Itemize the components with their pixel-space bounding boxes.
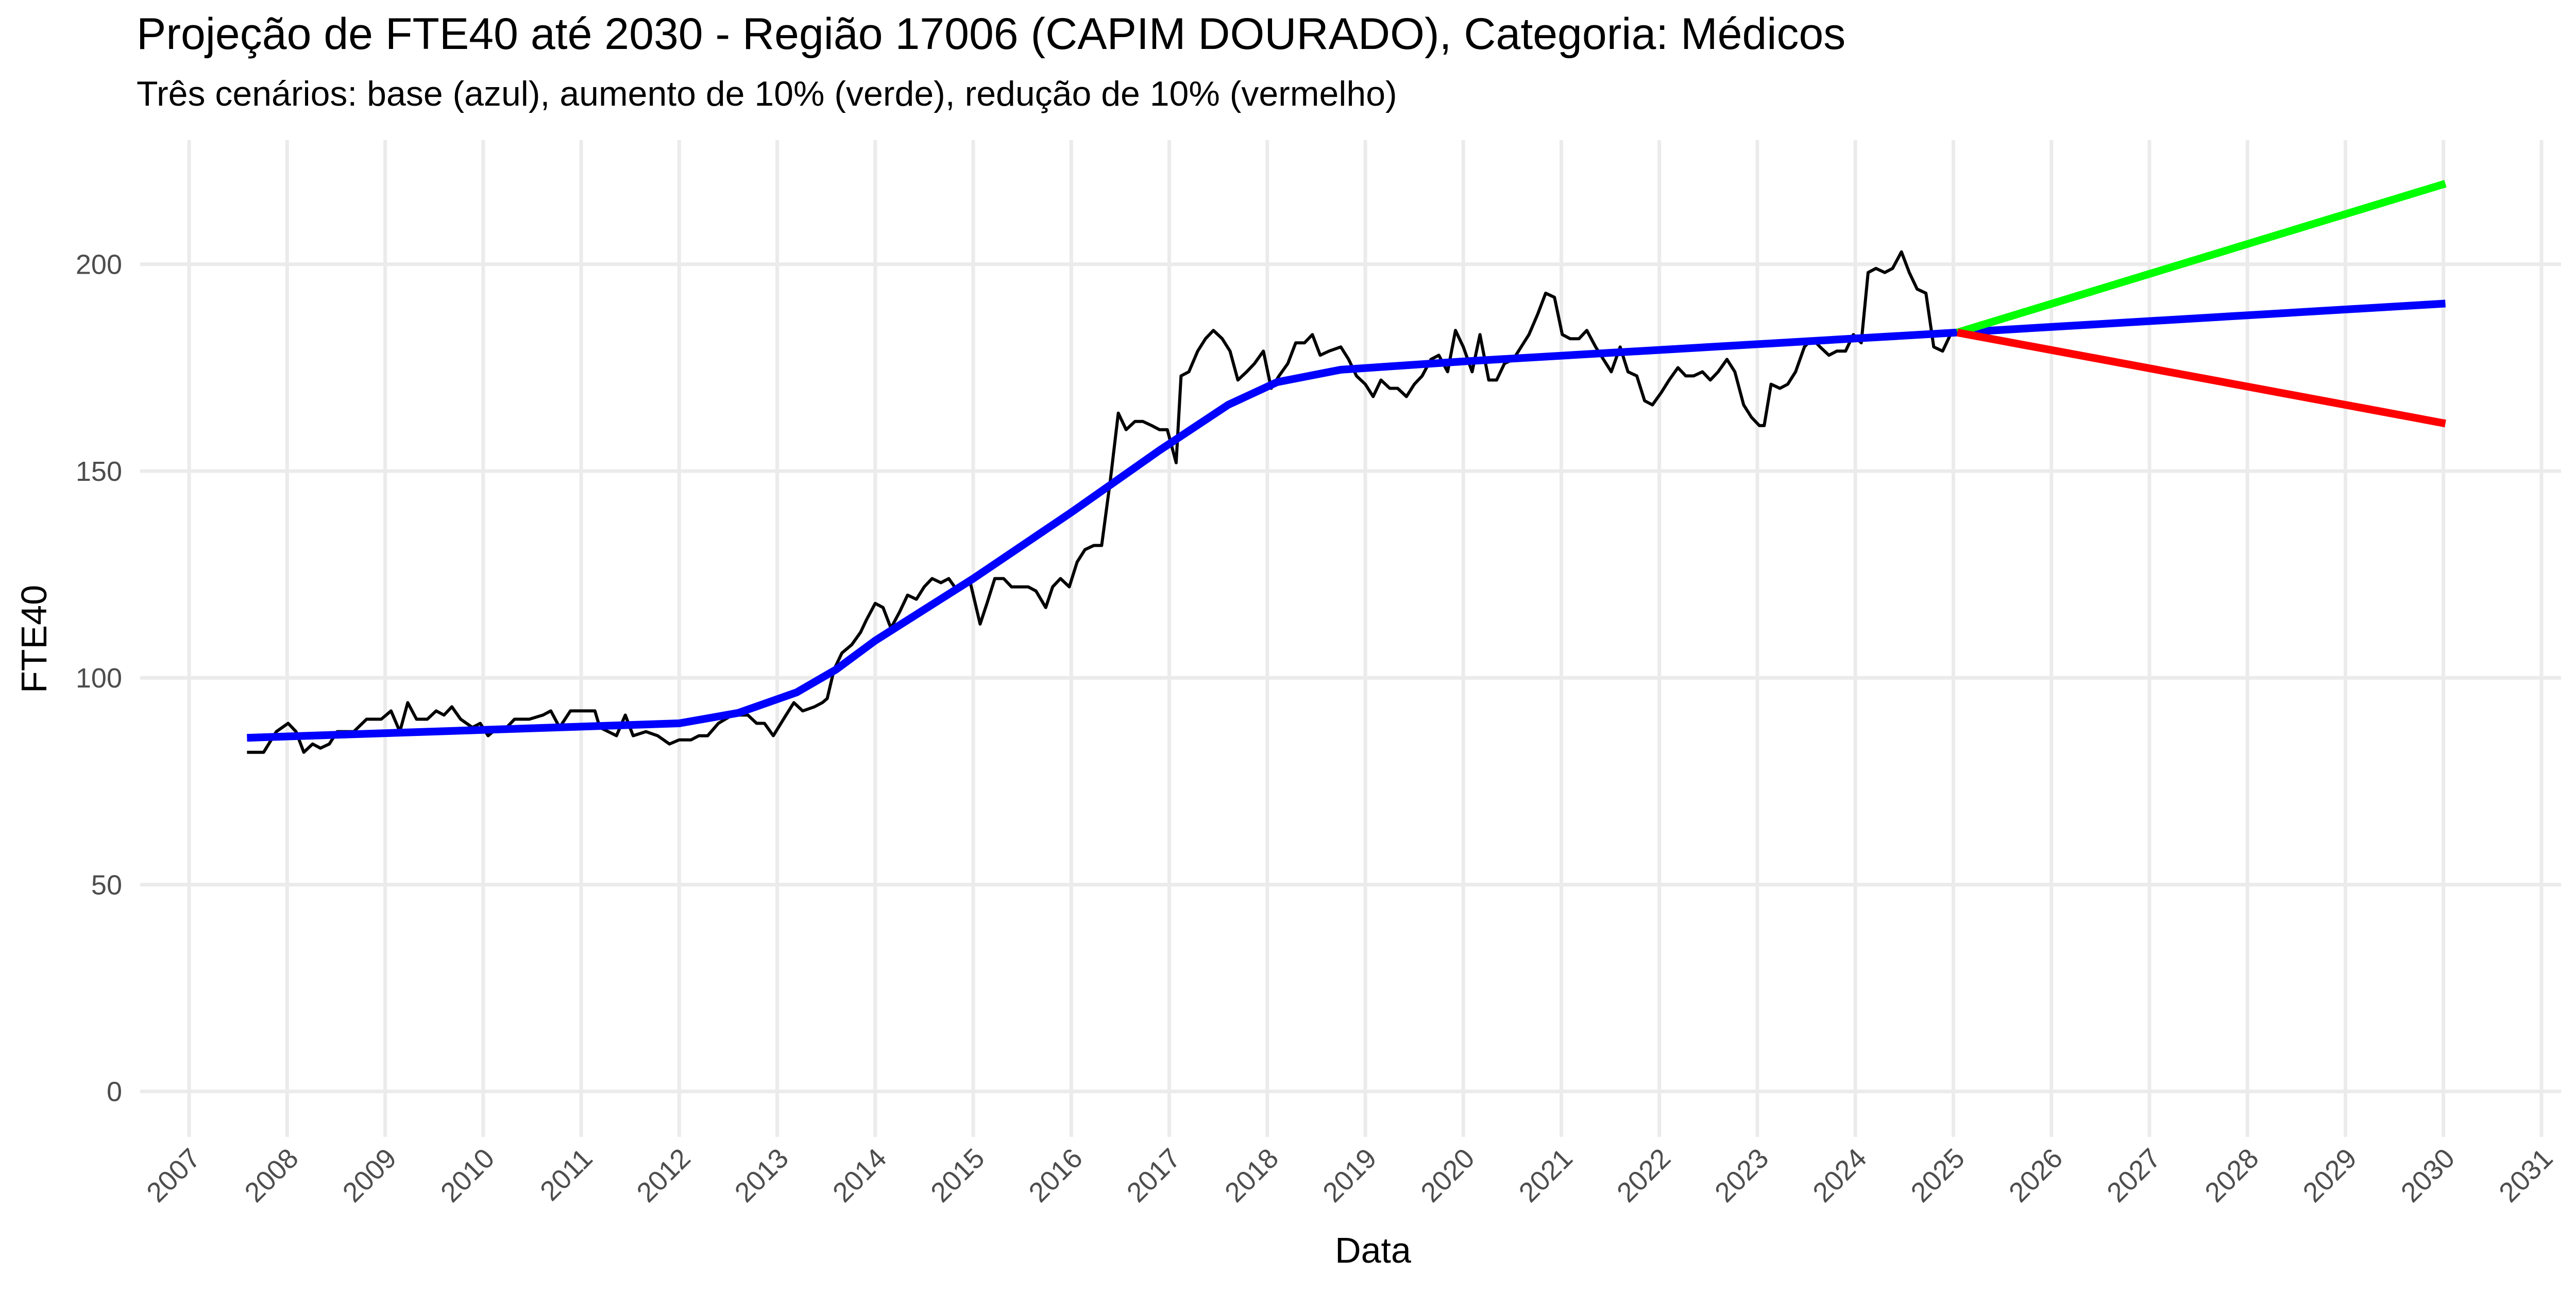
x-tick-label: 2024	[1807, 1143, 1872, 1208]
x-tick-label: 2026	[2003, 1143, 2069, 1208]
x-tick-label: 2016	[1023, 1143, 1088, 1208]
x-tick-label: 2028	[2199, 1143, 2264, 1208]
y-axis-label: FTE40	[14, 585, 54, 693]
x-tick-label: 2031	[2493, 1143, 2558, 1208]
x-tick-label: 2019	[1317, 1143, 1382, 1208]
x-tick-label: 2017	[1121, 1143, 1187, 1208]
chart-title: Projeção de FTE40 até 2030 - Região 1700…	[137, 9, 1845, 59]
x-tick-label: 2015	[925, 1143, 990, 1208]
x-tick-label: 2027	[2101, 1143, 2166, 1208]
y-tick-label: 200	[76, 249, 122, 280]
x-tick-label: 2008	[239, 1143, 304, 1208]
chart-subtitle: Três cenários: base (azul), aumento de 1…	[137, 74, 1397, 113]
grid	[140, 140, 2561, 1137]
y-tick-label: 150	[76, 456, 122, 487]
y-tick-label: 50	[91, 869, 122, 900]
x-tick-label: 2012	[631, 1143, 696, 1208]
x-tick-label: 2022	[1611, 1143, 1676, 1208]
x-tick-label: 2014	[827, 1143, 892, 1208]
x-tick-label: 2007	[141, 1143, 206, 1208]
x-tick-label: 2021	[1513, 1143, 1579, 1208]
y-tick-label: 0	[107, 1077, 122, 1108]
x-tick-label: 2011	[534, 1143, 599, 1207]
series-line	[1956, 328, 2446, 428]
x-tick-label: 2020	[1415, 1143, 1480, 1208]
x-tick-label: 2009	[337, 1143, 402, 1208]
x-tick-label: 2030	[2395, 1143, 2461, 1208]
x-tick-label: 2029	[2297, 1143, 2363, 1208]
x-tick-label: 2023	[1709, 1143, 1774, 1208]
series-line	[247, 299, 2446, 742]
x-axis-label: Data	[1335, 1230, 1411, 1270]
x-tick-label: 2013	[729, 1143, 794, 1208]
y-tick-label: 100	[76, 663, 122, 694]
x-tick-label: 2025	[1905, 1143, 1971, 1208]
series-line	[1956, 180, 2447, 337]
x-tick-label: 2018	[1219, 1143, 1284, 1208]
x-tick-label: 2010	[435, 1143, 500, 1208]
